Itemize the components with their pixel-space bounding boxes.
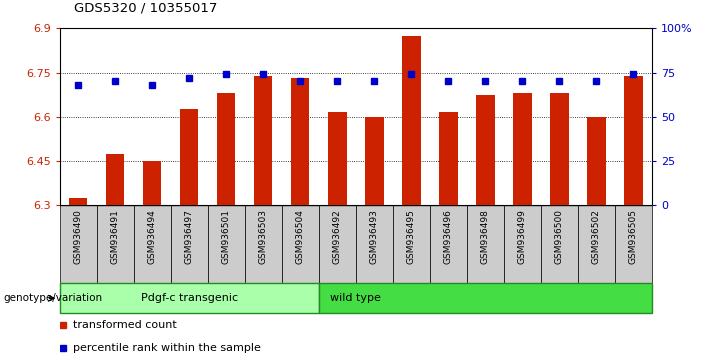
Text: GSM936490: GSM936490: [74, 209, 83, 264]
Text: transformed count: transformed count: [73, 320, 177, 330]
Bar: [504, 205, 541, 283]
Bar: [170, 205, 207, 283]
Bar: [60, 283, 319, 313]
Bar: [328, 112, 346, 205]
Bar: [180, 109, 198, 205]
Bar: [245, 205, 282, 283]
Bar: [143, 161, 161, 205]
Text: wild type: wild type: [330, 293, 381, 303]
Text: GSM936492: GSM936492: [333, 209, 342, 264]
Text: GSM936498: GSM936498: [481, 209, 490, 264]
Text: GSM936493: GSM936493: [369, 209, 379, 264]
Bar: [578, 205, 615, 283]
Bar: [587, 117, 606, 205]
Bar: [365, 117, 383, 205]
Bar: [476, 95, 495, 205]
Text: GSM936505: GSM936505: [629, 209, 638, 264]
Text: GSM936497: GSM936497: [184, 209, 193, 264]
Text: GSM936503: GSM936503: [259, 209, 268, 264]
Bar: [319, 205, 356, 283]
Text: GSM936501: GSM936501: [222, 209, 231, 264]
Bar: [254, 75, 273, 205]
Bar: [550, 93, 569, 205]
Bar: [615, 205, 652, 283]
Bar: [106, 154, 124, 205]
Bar: [393, 205, 430, 283]
Bar: [60, 205, 97, 283]
Text: genotype/variation: genotype/variation: [4, 293, 102, 303]
Bar: [319, 283, 652, 313]
Text: percentile rank within the sample: percentile rank within the sample: [73, 343, 261, 353]
Text: GDS5320 / 10355017: GDS5320 / 10355017: [74, 1, 217, 14]
Text: GSM936504: GSM936504: [296, 209, 305, 264]
Text: GSM936496: GSM936496: [444, 209, 453, 264]
Bar: [624, 75, 643, 205]
Bar: [513, 93, 531, 205]
Bar: [217, 93, 236, 205]
Bar: [134, 205, 170, 283]
Bar: [430, 205, 467, 283]
Bar: [97, 205, 134, 283]
Bar: [69, 198, 88, 205]
Bar: [207, 205, 245, 283]
Bar: [439, 112, 458, 205]
Bar: [541, 205, 578, 283]
Text: GSM936491: GSM936491: [111, 209, 120, 264]
Bar: [291, 79, 309, 205]
Text: GSM936495: GSM936495: [407, 209, 416, 264]
Text: Pdgf-c transgenic: Pdgf-c transgenic: [141, 293, 238, 303]
Text: GSM936499: GSM936499: [518, 209, 527, 264]
Bar: [356, 205, 393, 283]
Text: GSM936500: GSM936500: [555, 209, 564, 264]
Bar: [282, 205, 319, 283]
Bar: [467, 205, 504, 283]
Text: GSM936494: GSM936494: [148, 209, 156, 264]
Bar: [402, 36, 421, 205]
Text: GSM936502: GSM936502: [592, 209, 601, 264]
